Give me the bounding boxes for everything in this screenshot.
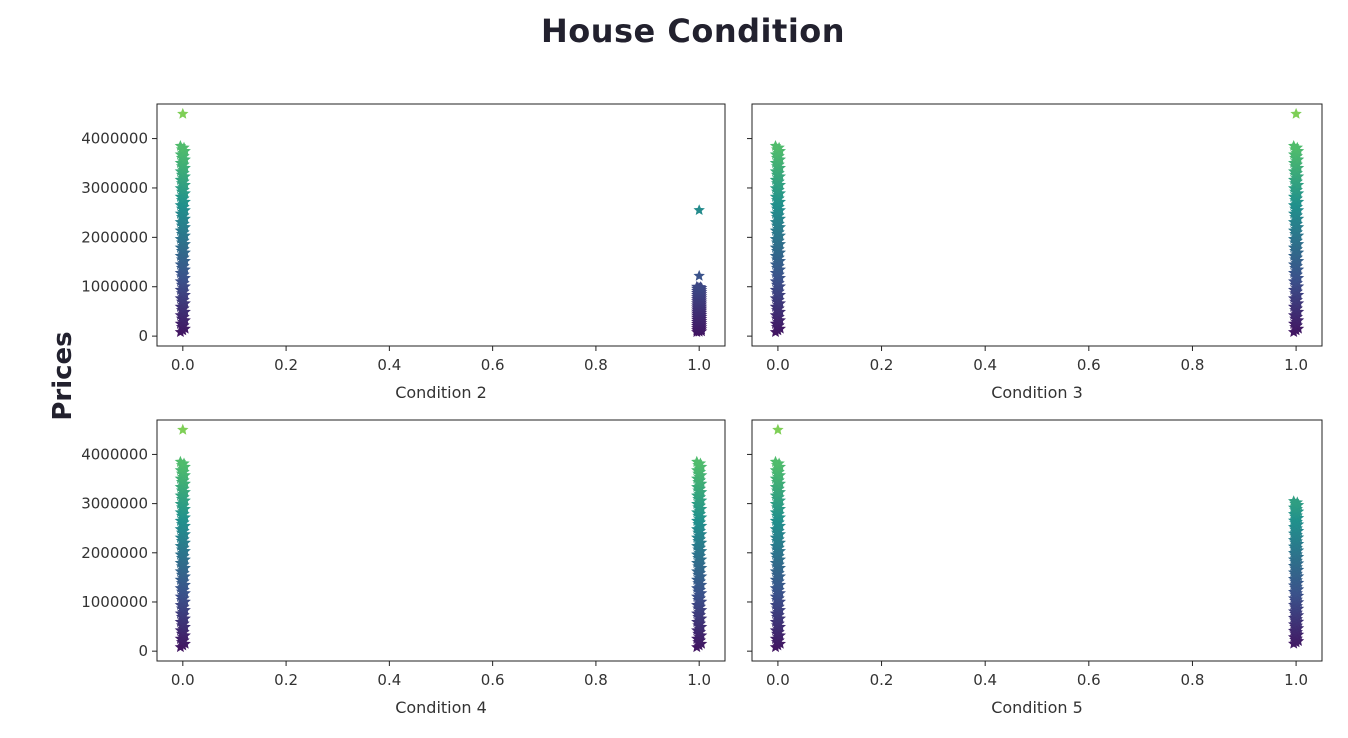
data-point xyxy=(691,455,703,467)
x-tick-label: 0.2 xyxy=(274,356,298,374)
subplot-1: 0.0 0.2 0.4 0.6 0.8 1.0 0 1000000 2000000 3000000… xyxy=(81,103,726,402)
x-tick-label: 0.2 xyxy=(870,356,894,374)
x-tick-label: 1.0 xyxy=(687,671,711,689)
data-point xyxy=(174,455,187,467)
x-tick-label: 0.4 xyxy=(973,671,997,689)
plot-frame xyxy=(751,103,1323,347)
y-tick-label: 2000000 xyxy=(81,544,148,562)
x-tick-label: 0.0 xyxy=(766,671,790,689)
plot-frame xyxy=(751,419,1323,662)
data-point xyxy=(694,457,707,469)
data-point xyxy=(1291,141,1303,153)
series-x-0 xyxy=(174,423,191,653)
data-point xyxy=(773,141,785,153)
subplot-2: 0.0 0.2 0.4 0.6 0.8 1.0 Condition 3 xyxy=(747,103,1323,402)
x-tick-label: 0.0 xyxy=(766,356,790,374)
outlier-point xyxy=(177,423,189,435)
x-tick-label: 1.0 xyxy=(1284,356,1308,374)
data-point xyxy=(1288,495,1300,506)
x-axis-label: Condition 3 xyxy=(991,383,1083,402)
data-point xyxy=(691,280,703,292)
data-point xyxy=(1291,496,1303,508)
data-point xyxy=(1288,140,1300,151)
series-x-0 xyxy=(174,107,191,337)
x-tick-label: 1.0 xyxy=(1284,671,1308,689)
x-tick-label: 0.8 xyxy=(584,671,608,689)
data-point xyxy=(174,140,187,151)
subplot-3: 0.0 0.2 0.4 0.6 0.8 1.0 0 1000000 2000000 3000000… xyxy=(81,419,726,717)
y-tick-label: 1000000 xyxy=(81,278,148,296)
x-tick-label: 0.4 xyxy=(377,356,401,374)
data-point xyxy=(769,455,782,467)
x-tick-label: 0.6 xyxy=(1077,671,1101,689)
y-tick-label: 0 xyxy=(138,327,148,345)
x-tick-label: 0.2 xyxy=(274,671,298,689)
x-tick-label: 0.8 xyxy=(584,356,608,374)
x-tick-label: 1.0 xyxy=(687,356,711,374)
data-point xyxy=(769,140,782,151)
x-axis-label: Condition 5 xyxy=(991,698,1083,717)
x-tick-label: 0.4 xyxy=(973,356,997,374)
series-x-1 xyxy=(691,204,708,337)
y-tick-label: 3000000 xyxy=(81,495,148,513)
y-tick-label: 2000000 xyxy=(81,228,148,246)
data-point xyxy=(178,457,190,469)
x-tick-label: 0.2 xyxy=(870,671,894,689)
y-tick-label: 0 xyxy=(138,642,148,660)
y-tick-label: 1000000 xyxy=(81,593,148,611)
outlier-point xyxy=(693,269,705,281)
subplot-4: 0.0 0.2 0.4 0.6 0.8 1.0 Condition 5 xyxy=(747,419,1323,717)
series-x-1 xyxy=(691,455,708,653)
x-axis-label: Condition 4 xyxy=(395,698,487,717)
outlier-point xyxy=(1290,107,1302,119)
x-tick-label: 0.6 xyxy=(481,671,505,689)
x-tick-label: 0.6 xyxy=(481,356,505,374)
plot-frame xyxy=(156,419,726,662)
series-x-1 xyxy=(1288,495,1305,649)
y-tick-label: 4000000 xyxy=(81,130,148,148)
data-point xyxy=(773,457,785,469)
series-x-1 xyxy=(1288,107,1305,337)
x-tick-label: 0.0 xyxy=(171,671,195,689)
x-tick-label: 0.4 xyxy=(377,671,401,689)
outlier-point xyxy=(693,204,705,215)
x-axis-label: Condition 2 xyxy=(395,383,487,402)
series-x-0 xyxy=(769,423,786,653)
x-tick-label: 0.8 xyxy=(1181,671,1205,689)
outlier-point xyxy=(772,423,784,435)
y-tick-label: 3000000 xyxy=(81,179,148,197)
data-point xyxy=(178,141,190,153)
series-x-0 xyxy=(769,140,786,337)
outlier-point xyxy=(177,107,189,119)
x-tick-label: 0.8 xyxy=(1181,356,1205,374)
chart-title: House Condition xyxy=(540,12,846,50)
x-tick-label: 0.6 xyxy=(1077,356,1101,374)
plot-frame xyxy=(156,103,726,347)
y-tick-label: 4000000 xyxy=(81,445,148,463)
x-tick-label: 0.0 xyxy=(171,356,195,374)
